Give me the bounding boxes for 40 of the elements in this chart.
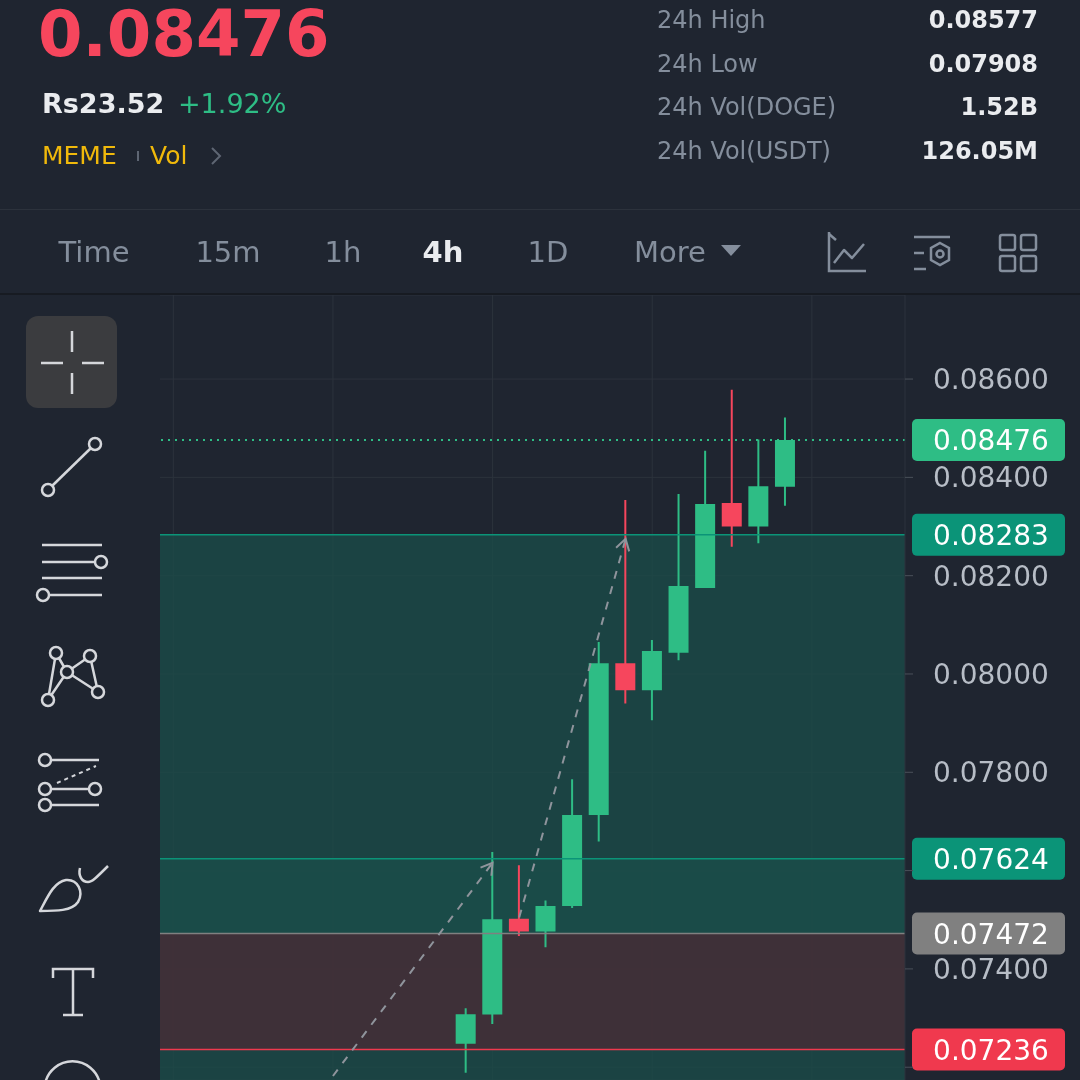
chart-title: 0.08476 bbox=[38, 0, 330, 71]
text: 24h Vol(USDT) bbox=[657, 137, 831, 165]
text: MEME bbox=[42, 141, 117, 170]
y-tick-label: 0.08000 bbox=[933, 657, 1049, 691]
text: 1.52B bbox=[960, 93, 1038, 121]
text: +1.92% bbox=[178, 88, 287, 119]
y-tick-label: 0.08400 bbox=[933, 461, 1049, 495]
text: 126.05M bbox=[921, 137, 1038, 165]
text: 0.07908 bbox=[928, 50, 1038, 78]
y-tick-label: 0.08600 bbox=[933, 362, 1049, 396]
text: Rs23.52 bbox=[42, 88, 165, 119]
candlestick bbox=[508, 865, 529, 936]
candlestick bbox=[535, 900, 556, 948]
text: 15m bbox=[195, 235, 261, 269]
text: 0.08577 bbox=[928, 6, 1038, 34]
text: Time bbox=[58, 235, 130, 269]
candlestick bbox=[615, 499, 636, 704]
candlestick bbox=[721, 389, 742, 547]
text: 1h bbox=[324, 235, 362, 269]
text: Vol bbox=[150, 141, 188, 170]
text: 24h High bbox=[657, 6, 766, 34]
text: 24h Vol(DOGE) bbox=[657, 93, 837, 121]
text: 24h Low bbox=[657, 50, 758, 78]
ref-line-label: 0.08283 bbox=[933, 518, 1049, 552]
y-tick-label: 0.08200 bbox=[933, 559, 1049, 593]
y-tick-label: 0.07400 bbox=[933, 952, 1049, 986]
ref-line-label: 0.07624 bbox=[933, 842, 1049, 876]
ref-line-label: 0.07236 bbox=[933, 1033, 1049, 1067]
candlestick bbox=[455, 1008, 476, 1073]
candlestick bbox=[695, 450, 716, 588]
candlestick bbox=[641, 640, 662, 721]
ref-line-label: 0.07472 bbox=[933, 917, 1049, 951]
text: More bbox=[634, 235, 706, 269]
text: 4h bbox=[422, 235, 464, 269]
candlestick bbox=[562, 779, 583, 908]
ref-line-label: 0.08476 bbox=[933, 424, 1049, 458]
text: 1D bbox=[527, 235, 569, 269]
candlestick bbox=[668, 494, 689, 661]
y-tick-label: 0.07800 bbox=[933, 756, 1049, 790]
candlestick bbox=[588, 642, 609, 842]
